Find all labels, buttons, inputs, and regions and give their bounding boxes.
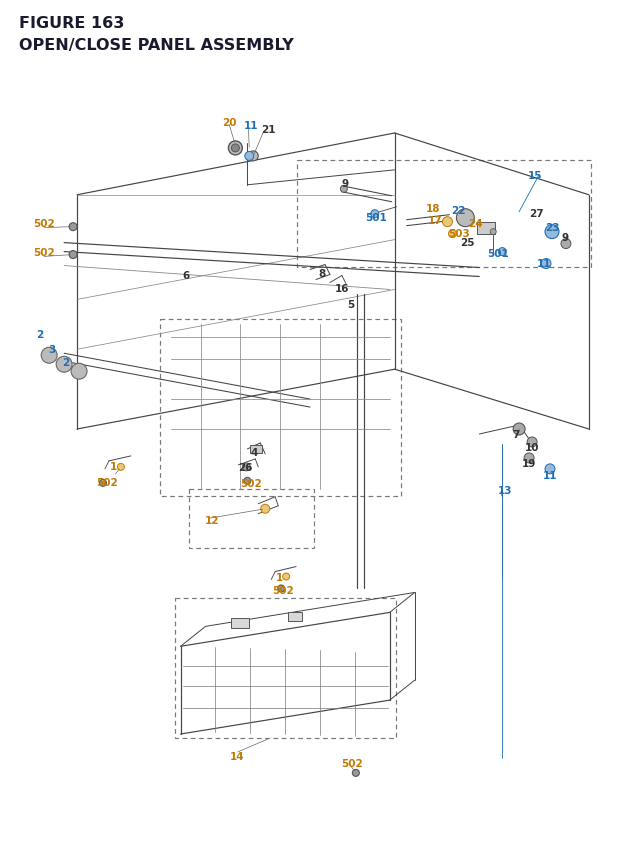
Bar <box>477 222 495 234</box>
Text: 1: 1 <box>276 572 284 582</box>
Circle shape <box>232 145 239 152</box>
Circle shape <box>244 478 251 485</box>
Circle shape <box>243 463 250 471</box>
Circle shape <box>228 142 243 156</box>
Text: OPEN/CLOSE PANEL ASSEMBLY: OPEN/CLOSE PANEL ASSEMBLY <box>19 38 294 53</box>
Circle shape <box>442 218 452 227</box>
Text: 18: 18 <box>426 203 440 214</box>
Text: 2: 2 <box>62 358 69 368</box>
Text: 501: 501 <box>365 213 387 222</box>
Text: 14: 14 <box>229 751 244 761</box>
Text: 25: 25 <box>460 238 475 247</box>
Circle shape <box>498 248 506 257</box>
Circle shape <box>56 356 72 373</box>
Circle shape <box>527 437 537 448</box>
Text: 11: 11 <box>243 121 258 131</box>
Text: 502: 502 <box>241 479 262 488</box>
Circle shape <box>99 480 106 486</box>
Circle shape <box>71 364 87 380</box>
Text: 502: 502 <box>272 585 294 596</box>
Circle shape <box>248 152 259 162</box>
Circle shape <box>561 239 571 250</box>
Text: 503: 503 <box>449 228 470 238</box>
Bar <box>297 161 591 267</box>
Text: 15: 15 <box>528 170 543 181</box>
Circle shape <box>371 210 379 219</box>
Text: 10: 10 <box>525 443 540 452</box>
Circle shape <box>278 585 285 592</box>
Circle shape <box>245 152 254 161</box>
Bar <box>175 598 396 738</box>
Circle shape <box>541 259 551 269</box>
Bar <box>189 489 314 548</box>
Text: FIGURE 163: FIGURE 163 <box>19 16 125 31</box>
Text: 17: 17 <box>428 215 442 226</box>
Circle shape <box>513 424 525 436</box>
Text: 4: 4 <box>250 448 258 457</box>
Text: 26: 26 <box>238 462 253 473</box>
Circle shape <box>41 348 57 364</box>
Text: 23: 23 <box>545 222 559 232</box>
Text: 3: 3 <box>48 345 56 355</box>
Circle shape <box>117 464 124 471</box>
Text: 12: 12 <box>205 515 219 525</box>
Text: 9: 9 <box>562 232 569 242</box>
Text: 502: 502 <box>33 219 55 228</box>
Text: 502: 502 <box>33 247 55 257</box>
Text: 13: 13 <box>498 486 513 495</box>
Text: 22: 22 <box>451 206 466 215</box>
Circle shape <box>260 505 269 514</box>
Circle shape <box>283 573 290 580</box>
Text: 8: 8 <box>318 269 325 278</box>
Text: 5: 5 <box>347 300 354 310</box>
Bar <box>160 320 401 496</box>
Circle shape <box>490 229 496 235</box>
Text: 501: 501 <box>487 248 509 258</box>
Text: 20: 20 <box>223 118 237 128</box>
Circle shape <box>524 454 534 463</box>
Bar <box>232 619 250 629</box>
Circle shape <box>456 209 474 227</box>
Text: 1: 1 <box>110 461 117 471</box>
Circle shape <box>449 231 456 238</box>
Text: 21: 21 <box>261 125 276 135</box>
Text: 2: 2 <box>36 330 44 340</box>
Text: 6: 6 <box>182 270 190 280</box>
Text: 502: 502 <box>96 477 118 487</box>
Text: 7: 7 <box>512 430 520 439</box>
Text: 24: 24 <box>468 219 483 228</box>
Circle shape <box>69 251 77 259</box>
Bar <box>250 445 262 454</box>
Text: 502: 502 <box>341 758 363 768</box>
Text: 27: 27 <box>529 208 544 219</box>
Text: 11: 11 <box>537 258 552 269</box>
Circle shape <box>545 226 559 239</box>
Circle shape <box>353 770 359 777</box>
Text: 11: 11 <box>543 470 557 480</box>
Circle shape <box>340 186 348 193</box>
Text: 9: 9 <box>342 178 349 189</box>
Circle shape <box>545 464 555 474</box>
Circle shape <box>69 223 77 232</box>
Text: 19: 19 <box>522 458 536 468</box>
Text: 16: 16 <box>335 284 349 294</box>
Bar <box>288 612 302 621</box>
